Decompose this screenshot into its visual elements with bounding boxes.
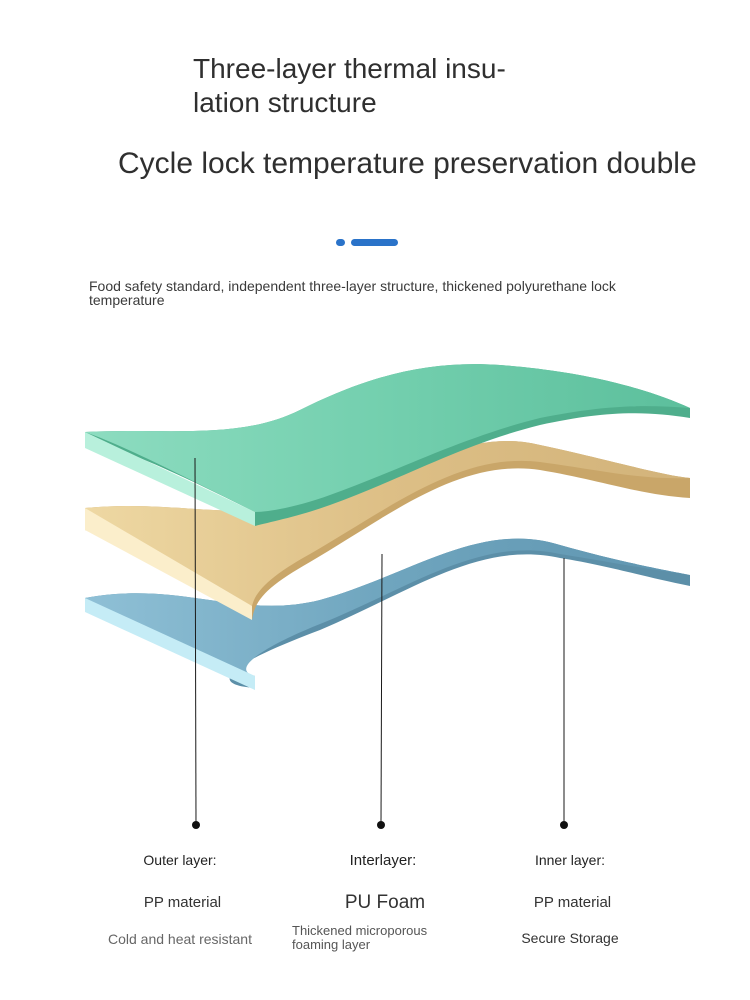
- inner-layer-label: Inner layer:: [534, 852, 606, 868]
- title-line-2: lation structure: [193, 87, 377, 118]
- divider-bar: [351, 239, 398, 246]
- layer-illustration: [85, 364, 690, 829]
- interlayer-leader-line: [380, 553, 383, 825]
- outer-layer-material: PP material: [143, 894, 222, 911]
- interlayer-material: PU Foam: [344, 892, 426, 913]
- interlayer-label: Interlayer:: [349, 852, 417, 869]
- inner-layer-description: Secure Storage: [521, 930, 619, 946]
- outer-layer-label: Outer layer:: [143, 852, 217, 868]
- inner-layer-shape: [85, 538, 690, 690]
- subtitle: Food safety standard, independent three-…: [89, 278, 616, 308]
- outer-leader-line: [194, 457, 197, 825]
- interlayer-leader-dot: [377, 821, 385, 829]
- divider-dot: [336, 239, 345, 246]
- inner-leader-dot: [560, 821, 568, 829]
- interlayer-description: Thickened microporous foaming layer: [292, 923, 428, 952]
- outer-layer-shape: [85, 364, 690, 526]
- outer-leader-dot: [192, 821, 200, 829]
- interlayer-shape: [85, 440, 690, 620]
- page-title: Three-layer thermal insu- lation structu…: [193, 52, 573, 120]
- section-divider: [336, 239, 406, 247]
- title-line-1: Three-layer thermal insu-: [193, 53, 506, 84]
- inner-layer-material: PP material: [533, 894, 612, 911]
- outer-layer-description: Cold and heat resistant: [108, 931, 252, 947]
- headline: Cycle lock temperature preservation doub…: [118, 147, 697, 180]
